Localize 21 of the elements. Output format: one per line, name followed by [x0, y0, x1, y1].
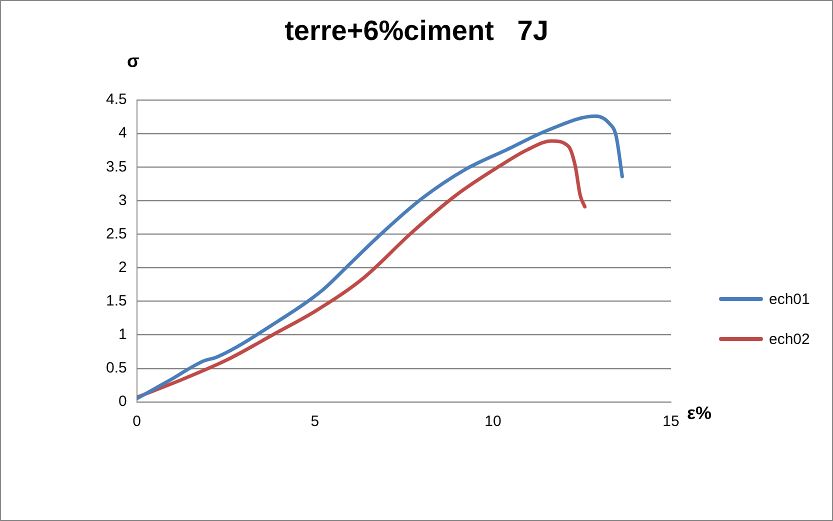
- line-series: [136, 139, 587, 400]
- y-tick-label: 2.5: [106, 225, 127, 242]
- x-tick-label: 0: [132, 413, 142, 430]
- line-series: [136, 114, 624, 400]
- y-tick-label: 1.5: [106, 292, 127, 310]
- y-axis-title: σ: [127, 51, 140, 72]
- legend-label: ech02: [769, 330, 810, 348]
- y-tick-label: 4.5: [106, 91, 127, 108]
- y-tick-label: 3: [118, 192, 127, 209]
- y-tick-label: 1: [118, 326, 127, 344]
- chart-title: terre+6%ciment 7J: [284, 15, 550, 47]
- y-tick-label: 2: [118, 258, 127, 276]
- x-tick-label: 5: [310, 413, 320, 430]
- y-tick-label: 4: [118, 124, 127, 142]
- y-tick-label: 0.5: [106, 360, 127, 377]
- x-axis-title: ε%: [687, 403, 712, 424]
- y-tick-label: 0: [118, 393, 127, 410]
- y-tick-label: 3.5: [106, 158, 127, 176]
- x-tick-label: 15: [662, 413, 680, 430]
- x-tick-label: 10: [484, 413, 502, 430]
- legend-label: ech01: [769, 290, 810, 308]
